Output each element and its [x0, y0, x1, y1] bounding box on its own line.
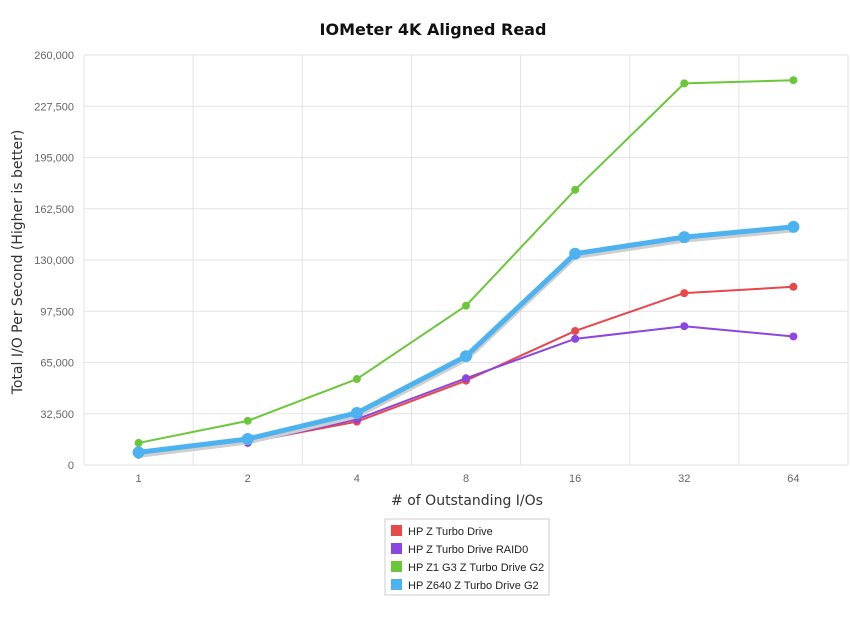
data-point[interactable] [243, 416, 252, 425]
x-tick-label: 16 [569, 473, 581, 485]
series-line [138, 325, 794, 456]
data-point[interactable] [571, 334, 580, 343]
legend-swatch [391, 561, 402, 572]
series-lines [132, 76, 800, 459]
y-tick-label: 65,000 [40, 358, 74, 370]
legend-swatch [391, 525, 402, 536]
legend-box [384, 518, 550, 596]
x-tick-label: 2 [245, 473, 251, 485]
data-point[interactable] [241, 432, 254, 445]
series-line [138, 224, 794, 455]
data-point[interactable] [789, 76, 798, 85]
data-point[interactable] [680, 79, 689, 88]
x-tick-label: 64 [787, 473, 799, 485]
y-tick-label: 0 [68, 460, 74, 472]
legend-label[interactable]: HP Z Turbo Drive [408, 526, 493, 538]
x-axis-ticks: 1 2 4 8 16 32 64 [136, 473, 800, 485]
legend-label[interactable]: HP Z1 G3 Z Turbo Drive G2 [408, 562, 544, 574]
y-tick-label: 130,000 [34, 255, 74, 267]
series-line [138, 79, 794, 444]
y-tick-label: 227,500 [34, 101, 74, 113]
legend-label[interactable]: HP Z Turbo Drive RAID0 [408, 544, 528, 556]
legend-swatch [391, 579, 402, 590]
data-point[interactable] [680, 289, 689, 298]
x-tick-label: 4 [354, 473, 360, 485]
data-point[interactable] [680, 322, 689, 331]
y-tick-label: 162,500 [34, 204, 74, 216]
data-point[interactable] [460, 350, 472, 363]
chart-title: IOMeter 4K Aligned Read [320, 20, 547, 39]
data-point[interactable] [350, 406, 363, 419]
series-shadow [138, 227, 794, 458]
y-axis-ticks: 0 32,500 65,000 97,500 130,000 162,500 195,000… [34, 50, 74, 472]
legend-swatch [391, 543, 402, 554]
x-tick-label: 1 [136, 473, 142, 485]
legend: HP Z Turbo Drive HP Z Turbo Drive RAID0 HP… [391, 525, 544, 592]
x-axis-title: # of Outstanding I/Os [391, 493, 543, 509]
data-point[interactable] [462, 301, 470, 310]
data-point[interactable] [462, 374, 470, 383]
data-point[interactable] [132, 446, 145, 459]
y-axis-title: Total I/O Per Second (Higher is better) [10, 130, 26, 396]
data-point[interactable] [789, 332, 798, 341]
series-line [138, 285, 794, 455]
y-tick-label: 260,000 [34, 50, 74, 62]
data-point[interactable] [787, 220, 800, 233]
y-tick-label: 195,000 [34, 153, 74, 165]
y-tick-label: 32,500 [40, 409, 74, 421]
series-hp-z640-z-turbo-drive-g2 [132, 220, 800, 459]
y-tick-label: 97,500 [40, 306, 74, 318]
data-point[interactable] [571, 185, 580, 194]
data-point[interactable] [571, 326, 580, 335]
data-point[interactable] [134, 438, 143, 447]
data-point[interactable] [569, 247, 582, 260]
data-point[interactable] [789, 282, 798, 291]
legend-label[interactable]: HP Z640 Z Turbo Drive G2 [408, 580, 539, 592]
series-hp-z1-g3-z-turbo-drive-g2 [134, 76, 798, 447]
x-tick-label: 8 [463, 473, 469, 485]
data-point[interactable] [352, 375, 361, 384]
data-point[interactable] [678, 231, 691, 244]
x-tick-label: 32 [678, 473, 690, 485]
grid [83, 54, 849, 466]
